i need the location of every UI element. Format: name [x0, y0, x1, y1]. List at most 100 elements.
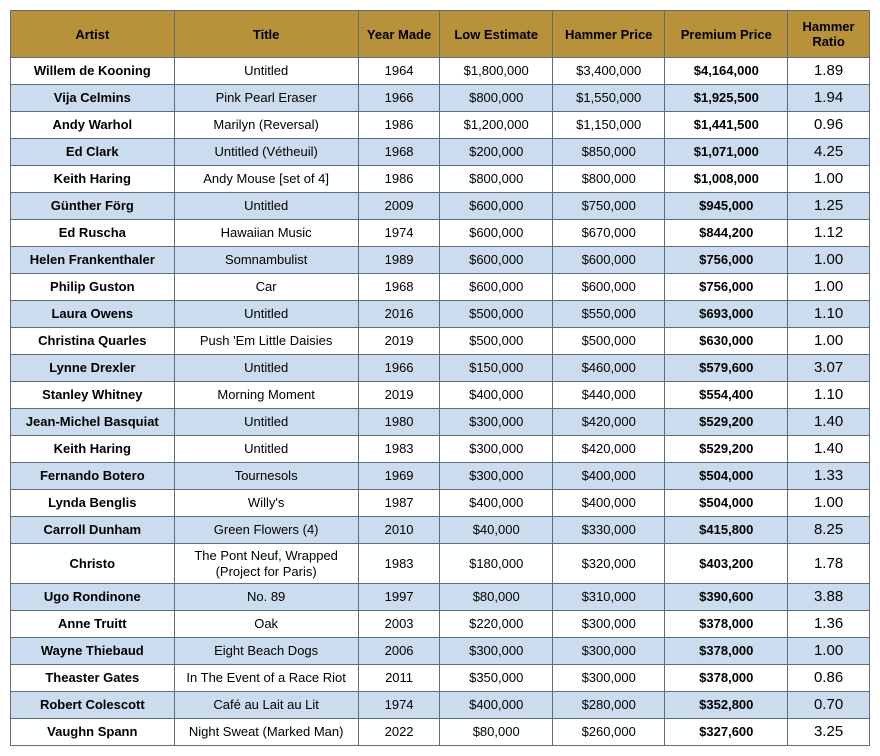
cell-artist: Stanley Whitney	[11, 382, 175, 409]
cell-artist: Jean-Michel Basquiat	[11, 409, 175, 436]
cell-hammer: $320,000	[552, 544, 664, 584]
cell-title: Eight Beach Dogs	[174, 638, 358, 665]
cell-title: Untitled	[174, 58, 358, 85]
cell-hammer: $3,400,000	[552, 58, 664, 85]
cell-artist: Helen Frankenthaler	[11, 247, 175, 274]
header-row: Artist Title Year Made Low Estimate Hamm…	[11, 11, 870, 58]
cell-year: 2022	[358, 719, 440, 746]
cell-title: In The Event of a Race Riot	[174, 665, 358, 692]
cell-artist: Carroll Dunham	[11, 517, 175, 544]
cell-ratio: 4.25	[788, 139, 870, 166]
cell-premium: $529,200	[665, 436, 788, 463]
cell-title: Pink Pearl Eraser	[174, 85, 358, 112]
cell-low: $220,000	[440, 611, 552, 638]
cell-low: $1,800,000	[440, 58, 552, 85]
cell-ratio: 1.89	[788, 58, 870, 85]
cell-low: $400,000	[440, 490, 552, 517]
cell-ratio: 3.25	[788, 719, 870, 746]
cell-low: $200,000	[440, 139, 552, 166]
cell-hammer: $1,550,000	[552, 85, 664, 112]
header-premium-price: Premium Price	[665, 11, 788, 58]
cell-year: 1974	[358, 220, 440, 247]
cell-artist: Vaughn Spann	[11, 719, 175, 746]
cell-year: 2016	[358, 301, 440, 328]
cell-premium: $378,000	[665, 665, 788, 692]
table-header: Artist Title Year Made Low Estimate Hamm…	[11, 11, 870, 58]
cell-low: $800,000	[440, 166, 552, 193]
cell-premium: $4,164,000	[665, 58, 788, 85]
cell-low: $80,000	[440, 719, 552, 746]
cell-premium: $1,925,500	[665, 85, 788, 112]
cell-low: $300,000	[440, 463, 552, 490]
cell-year: 1980	[358, 409, 440, 436]
cell-title: Untitled	[174, 193, 358, 220]
cell-ratio: 0.70	[788, 692, 870, 719]
table-row: Helen FrankenthalerSomnambulist1989$600,…	[11, 247, 870, 274]
cell-year: 1989	[358, 247, 440, 274]
cell-premium: $504,000	[665, 463, 788, 490]
cell-title: Hawaiian Music	[174, 220, 358, 247]
cell-premium: $378,000	[665, 638, 788, 665]
cell-artist: Willem de Kooning	[11, 58, 175, 85]
cell-hammer: $280,000	[552, 692, 664, 719]
cell-artist: Lynne Drexler	[11, 355, 175, 382]
cell-low: $180,000	[440, 544, 552, 584]
cell-ratio: 1.12	[788, 220, 870, 247]
cell-low: $40,000	[440, 517, 552, 544]
cell-artist: Keith Haring	[11, 166, 175, 193]
cell-artist: Christina Quarles	[11, 328, 175, 355]
cell-title: Willy's	[174, 490, 358, 517]
cell-low: $350,000	[440, 665, 552, 692]
cell-ratio: 1.78	[788, 544, 870, 584]
cell-premium: $1,008,000	[665, 166, 788, 193]
cell-artist: Andy Warhol	[11, 112, 175, 139]
table-row: Keith HaringUntitled1983$300,000$420,000…	[11, 436, 870, 463]
header-title: Title	[174, 11, 358, 58]
table-row: Jean-Michel BasquiatUntitled1980$300,000…	[11, 409, 870, 436]
cell-title: Café au Lait au Lit	[174, 692, 358, 719]
cell-ratio: 1.00	[788, 166, 870, 193]
cell-year: 2019	[358, 382, 440, 409]
cell-hammer: $1,150,000	[552, 112, 664, 139]
cell-hammer: $600,000	[552, 247, 664, 274]
cell-title: No. 89	[174, 584, 358, 611]
cell-low: $600,000	[440, 193, 552, 220]
table-row: Vaughn SpannNight Sweat (Marked Man)2022…	[11, 719, 870, 746]
cell-ratio: 8.25	[788, 517, 870, 544]
cell-ratio: 3.88	[788, 584, 870, 611]
cell-premium: $378,000	[665, 611, 788, 638]
cell-hammer: $750,000	[552, 193, 664, 220]
cell-title: Night Sweat (Marked Man)	[174, 719, 358, 746]
cell-title: Marilyn (Reversal)	[174, 112, 358, 139]
cell-premium: $756,000	[665, 247, 788, 274]
cell-hammer: $440,000	[552, 382, 664, 409]
cell-low: $500,000	[440, 301, 552, 328]
cell-low: $300,000	[440, 409, 552, 436]
cell-year: 1983	[358, 544, 440, 584]
cell-year: 1974	[358, 692, 440, 719]
cell-year: 1997	[358, 584, 440, 611]
cell-hammer: $420,000	[552, 436, 664, 463]
cell-hammer: $330,000	[552, 517, 664, 544]
table-row: Robert ColescottCafé au Lait au Lit1974$…	[11, 692, 870, 719]
cell-artist: Anne Truitt	[11, 611, 175, 638]
cell-ratio: 1.94	[788, 85, 870, 112]
cell-low: $300,000	[440, 638, 552, 665]
cell-ratio: 1.00	[788, 247, 870, 274]
cell-premium: $554,400	[665, 382, 788, 409]
cell-premium: $529,200	[665, 409, 788, 436]
cell-year: 2019	[358, 328, 440, 355]
cell-premium: $504,000	[665, 490, 788, 517]
cell-title: Oak	[174, 611, 358, 638]
cell-artist: Lynda Benglis	[11, 490, 175, 517]
table-row: Fernando BoteroTournesols1969$300,000$40…	[11, 463, 870, 490]
cell-ratio: 1.10	[788, 382, 870, 409]
cell-premium: $630,000	[665, 328, 788, 355]
cell-premium: $327,600	[665, 719, 788, 746]
table-row: Willem de KooningUntitled1964$1,800,000$…	[11, 58, 870, 85]
cell-year: 1987	[358, 490, 440, 517]
cell-low: $500,000	[440, 328, 552, 355]
cell-year: 2003	[358, 611, 440, 638]
cell-low: $400,000	[440, 692, 552, 719]
cell-low: $600,000	[440, 247, 552, 274]
